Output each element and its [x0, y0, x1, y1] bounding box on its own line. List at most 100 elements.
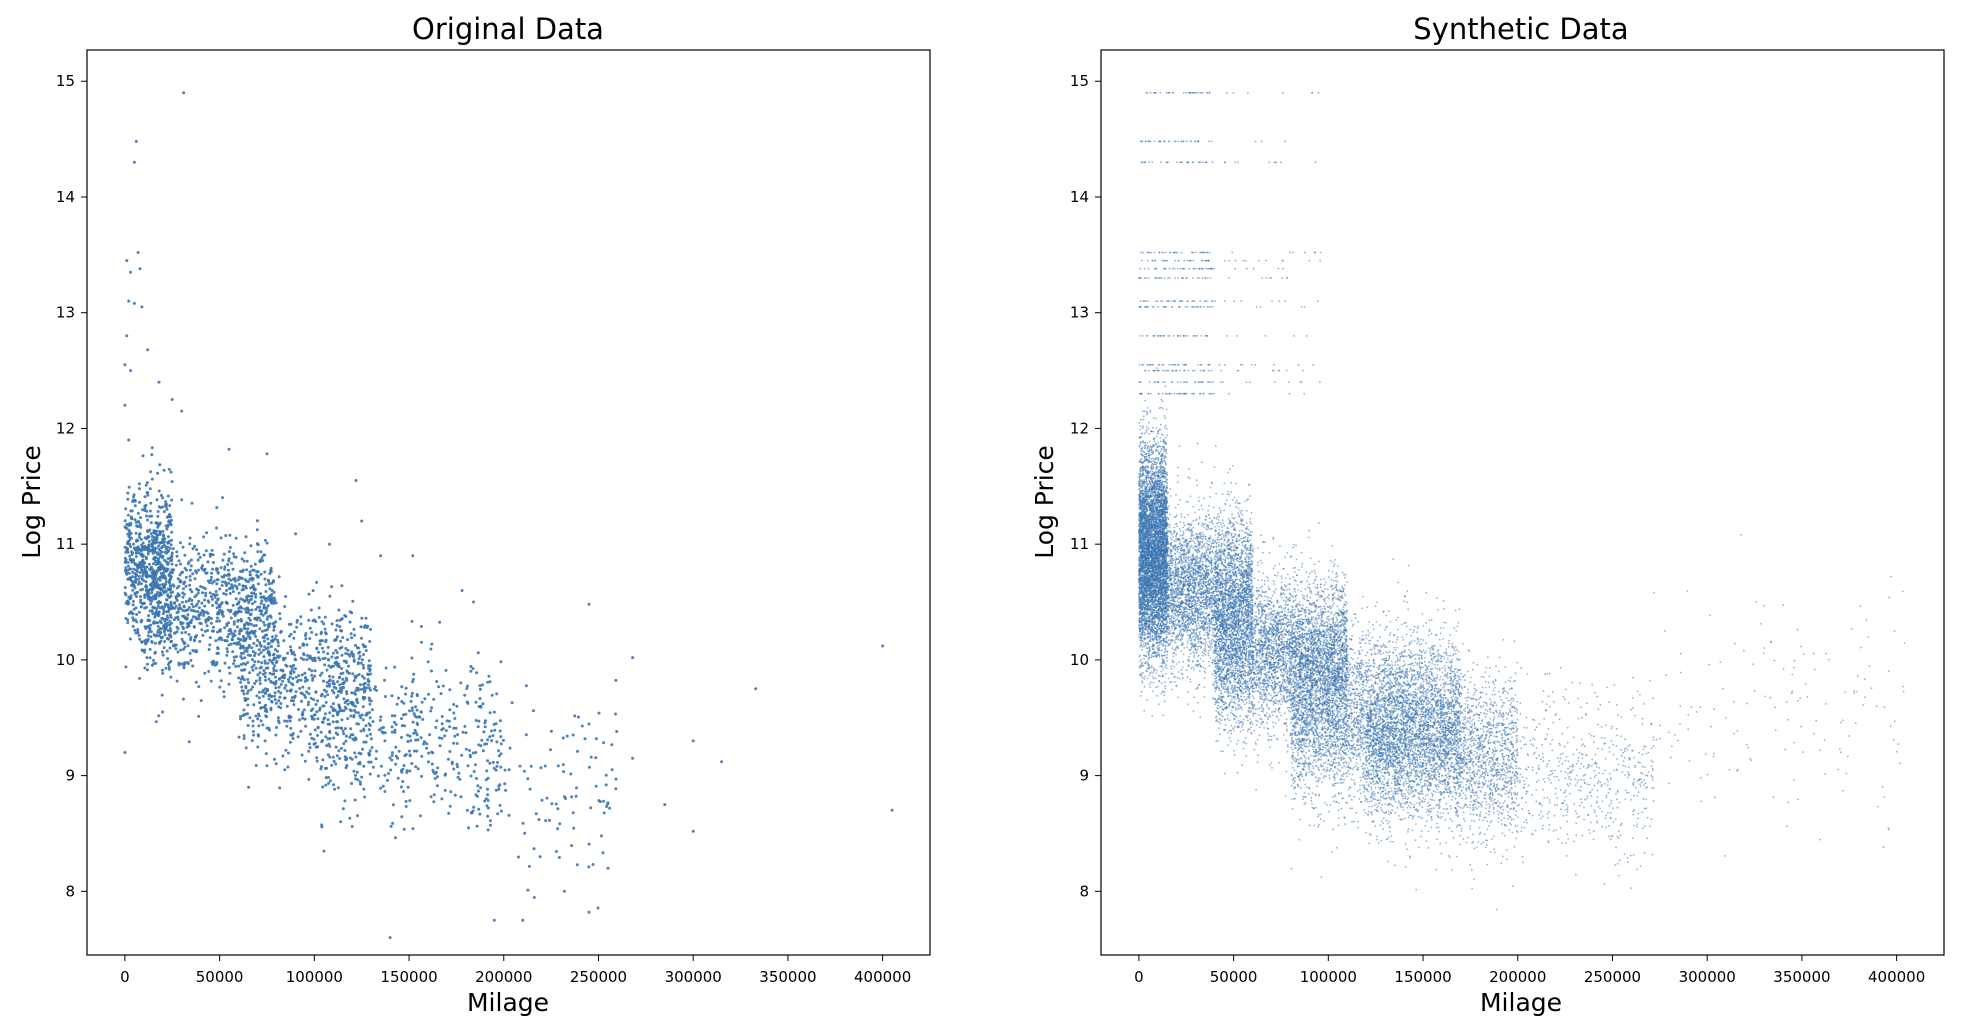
- data-point: [186, 662, 190, 665]
- data-point: [443, 734, 447, 738]
- data-point: [132, 558, 136, 562]
- data-point: [299, 615, 303, 619]
- data-point: [366, 677, 370, 681]
- data-point: [235, 602, 239, 606]
- data-point: [1163, 651, 1166, 653]
- data-point: [171, 571, 174, 575]
- data-point: [562, 770, 566, 774]
- data-point: [425, 746, 429, 750]
- data-point: [323, 615, 327, 619]
- data-point: [316, 734, 319, 737]
- data-point: [268, 597, 272, 601]
- data-point: [197, 685, 201, 689]
- data-point: [404, 686, 408, 690]
- data-point: [143, 495, 147, 499]
- data-point: [146, 625, 150, 629]
- data-point: [240, 685, 244, 689]
- data-point: [416, 738, 420, 742]
- data-point: [247, 608, 251, 612]
- data-point: [359, 729, 363, 733]
- data-point: [317, 606, 321, 610]
- data-point: [208, 581, 211, 585]
- data-point: [284, 684, 288, 687]
- data-point: [492, 766, 496, 770]
- data-point: [231, 577, 235, 581]
- data-point: [531, 709, 535, 713]
- data-point: [328, 779, 332, 783]
- data-point: [410, 691, 414, 695]
- data-point: [128, 558, 132, 562]
- data-point: [447, 811, 451, 815]
- data-point: [314, 690, 318, 694]
- data-point: [313, 741, 317, 745]
- data-point: [313, 669, 317, 673]
- data-point: [328, 731, 332, 734]
- data-point: [466, 764, 470, 768]
- data-point: [244, 746, 248, 750]
- data-point: [448, 725, 452, 729]
- data-point: [186, 644, 190, 648]
- data-point: [289, 648, 293, 652]
- data-point: [631, 756, 635, 760]
- data-point: [260, 599, 264, 603]
- data-point: [131, 500, 135, 504]
- data-point: [321, 720, 325, 724]
- data-point: [369, 737, 373, 741]
- data-point: [263, 671, 267, 675]
- data-point: [156, 551, 160, 555]
- data-point: [256, 673, 260, 677]
- data-point: [558, 822, 562, 826]
- data-point: [363, 795, 367, 799]
- data-point: [371, 720, 375, 724]
- data-point: [237, 664, 241, 668]
- data-point: [222, 695, 226, 699]
- data-point: [261, 613, 265, 617]
- data-point: [215, 661, 219, 664]
- data-point: [164, 580, 168, 584]
- data-point: [290, 668, 294, 672]
- data-point: [227, 682, 231, 686]
- data-point: [147, 614, 151, 618]
- data-point: [223, 573, 227, 577]
- data-point: [216, 612, 219, 616]
- data-point: [187, 740, 191, 744]
- data-point: [267, 697, 271, 701]
- data-point: [162, 591, 166, 595]
- data-point: [188, 542, 192, 546]
- data-point: [325, 680, 329, 684]
- data-point: [308, 637, 312, 640]
- data-point: [400, 700, 404, 703]
- data-point: [475, 671, 479, 675]
- data-point: [135, 574, 138, 577]
- data-point: [341, 807, 345, 811]
- data-point: [143, 561, 147, 565]
- data-point: [265, 541, 269, 545]
- data-point: [475, 777, 478, 780]
- data-point: [364, 740, 368, 744]
- data-point: [140, 305, 144, 309]
- data-point: [178, 606, 182, 610]
- data-point: [184, 630, 188, 634]
- data-point: [264, 583, 268, 587]
- data-point: [304, 676, 308, 680]
- data-point: [198, 555, 202, 559]
- data-point: [241, 584, 245, 588]
- data-point: [134, 555, 138, 559]
- data-point: [179, 648, 183, 652]
- data-point: [154, 596, 158, 600]
- data-point: [377, 728, 381, 732]
- data-point: [296, 708, 300, 711]
- data-point: [573, 714, 577, 718]
- data-point: [374, 757, 378, 761]
- data-point: [367, 666, 371, 670]
- data-point: [318, 642, 322, 646]
- data-point: [139, 595, 142, 599]
- data-point: [361, 718, 365, 722]
- data-point: [247, 785, 251, 789]
- data-point: [202, 614, 205, 617]
- data-point: [162, 646, 166, 650]
- data-point: [606, 801, 610, 805]
- data-point: [203, 604, 207, 608]
- data-point: [145, 572, 148, 576]
- data-point: [352, 679, 356, 683]
